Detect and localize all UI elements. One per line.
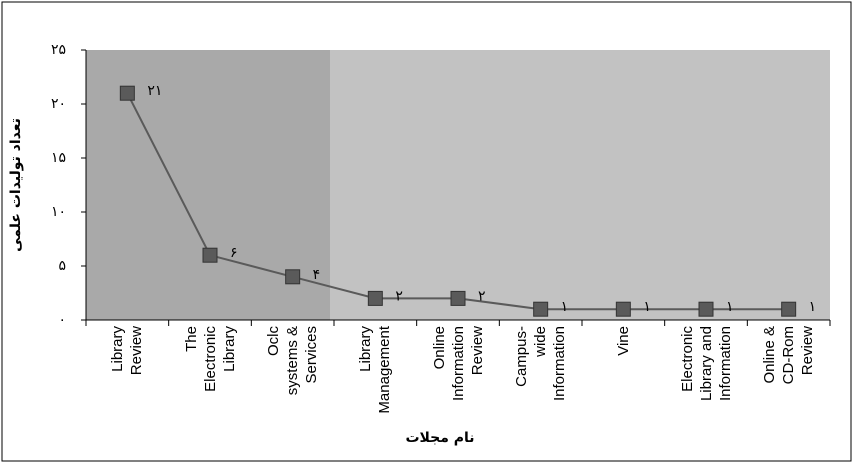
data-label: ۶ <box>230 245 238 261</box>
y-tick-label: ۵ <box>58 258 66 274</box>
point-marker <box>120 86 134 100</box>
point-marker <box>782 302 796 316</box>
data-label: ۱ <box>643 299 651 315</box>
x-tick-label: Oclc systems & Services <box>251 326 333 414</box>
point-marker <box>203 248 217 262</box>
x-tick-label: Electronic Library and Information <box>665 326 747 414</box>
point-marker <box>534 302 548 316</box>
y-tick-label: ۲۰ <box>51 96 66 112</box>
data-label: ۱ <box>726 299 734 315</box>
x-tick-label: Online Information Review <box>417 326 499 414</box>
point-marker <box>368 291 382 305</box>
x-axis-title: نام مجلات <box>405 430 474 446</box>
data-label: ۱ <box>809 299 817 315</box>
data-label: ۲ <box>478 288 486 304</box>
page: نام مجلات تعداد تولیدات علمی ۰ ۵ ۱۰ ۱۵ ۲۰ ۲۵ ۲… <box>0 0 854 464</box>
point-marker <box>616 302 630 316</box>
y-tick-label: ۱۰ <box>51 204 66 220</box>
y-tick-label: ۲۵ <box>51 42 66 58</box>
x-tick-label: Campus-wide Information <box>499 326 581 414</box>
x-tick-label: The Electronic Library <box>169 326 251 414</box>
point-marker <box>699 302 713 316</box>
y-tick-label: ۰ <box>58 312 66 328</box>
x-tick-label: Library Review <box>86 326 168 414</box>
data-label: ۲۱ <box>147 83 162 99</box>
data-label: ۲ <box>395 288 403 304</box>
data-label: ۱ <box>561 299 569 315</box>
x-tick-label: Library Management <box>334 326 416 414</box>
point-marker <box>286 270 300 284</box>
x-tick-label: Vine <box>582 326 664 414</box>
x-tick-label: Online & CD-Rom Review <box>747 326 829 414</box>
data-label: ۴ <box>313 267 321 283</box>
point-marker <box>451 291 465 305</box>
y-tick-label: ۱۵ <box>51 150 66 166</box>
y-axis-title: تعداد تولیدات علمی <box>8 118 24 252</box>
